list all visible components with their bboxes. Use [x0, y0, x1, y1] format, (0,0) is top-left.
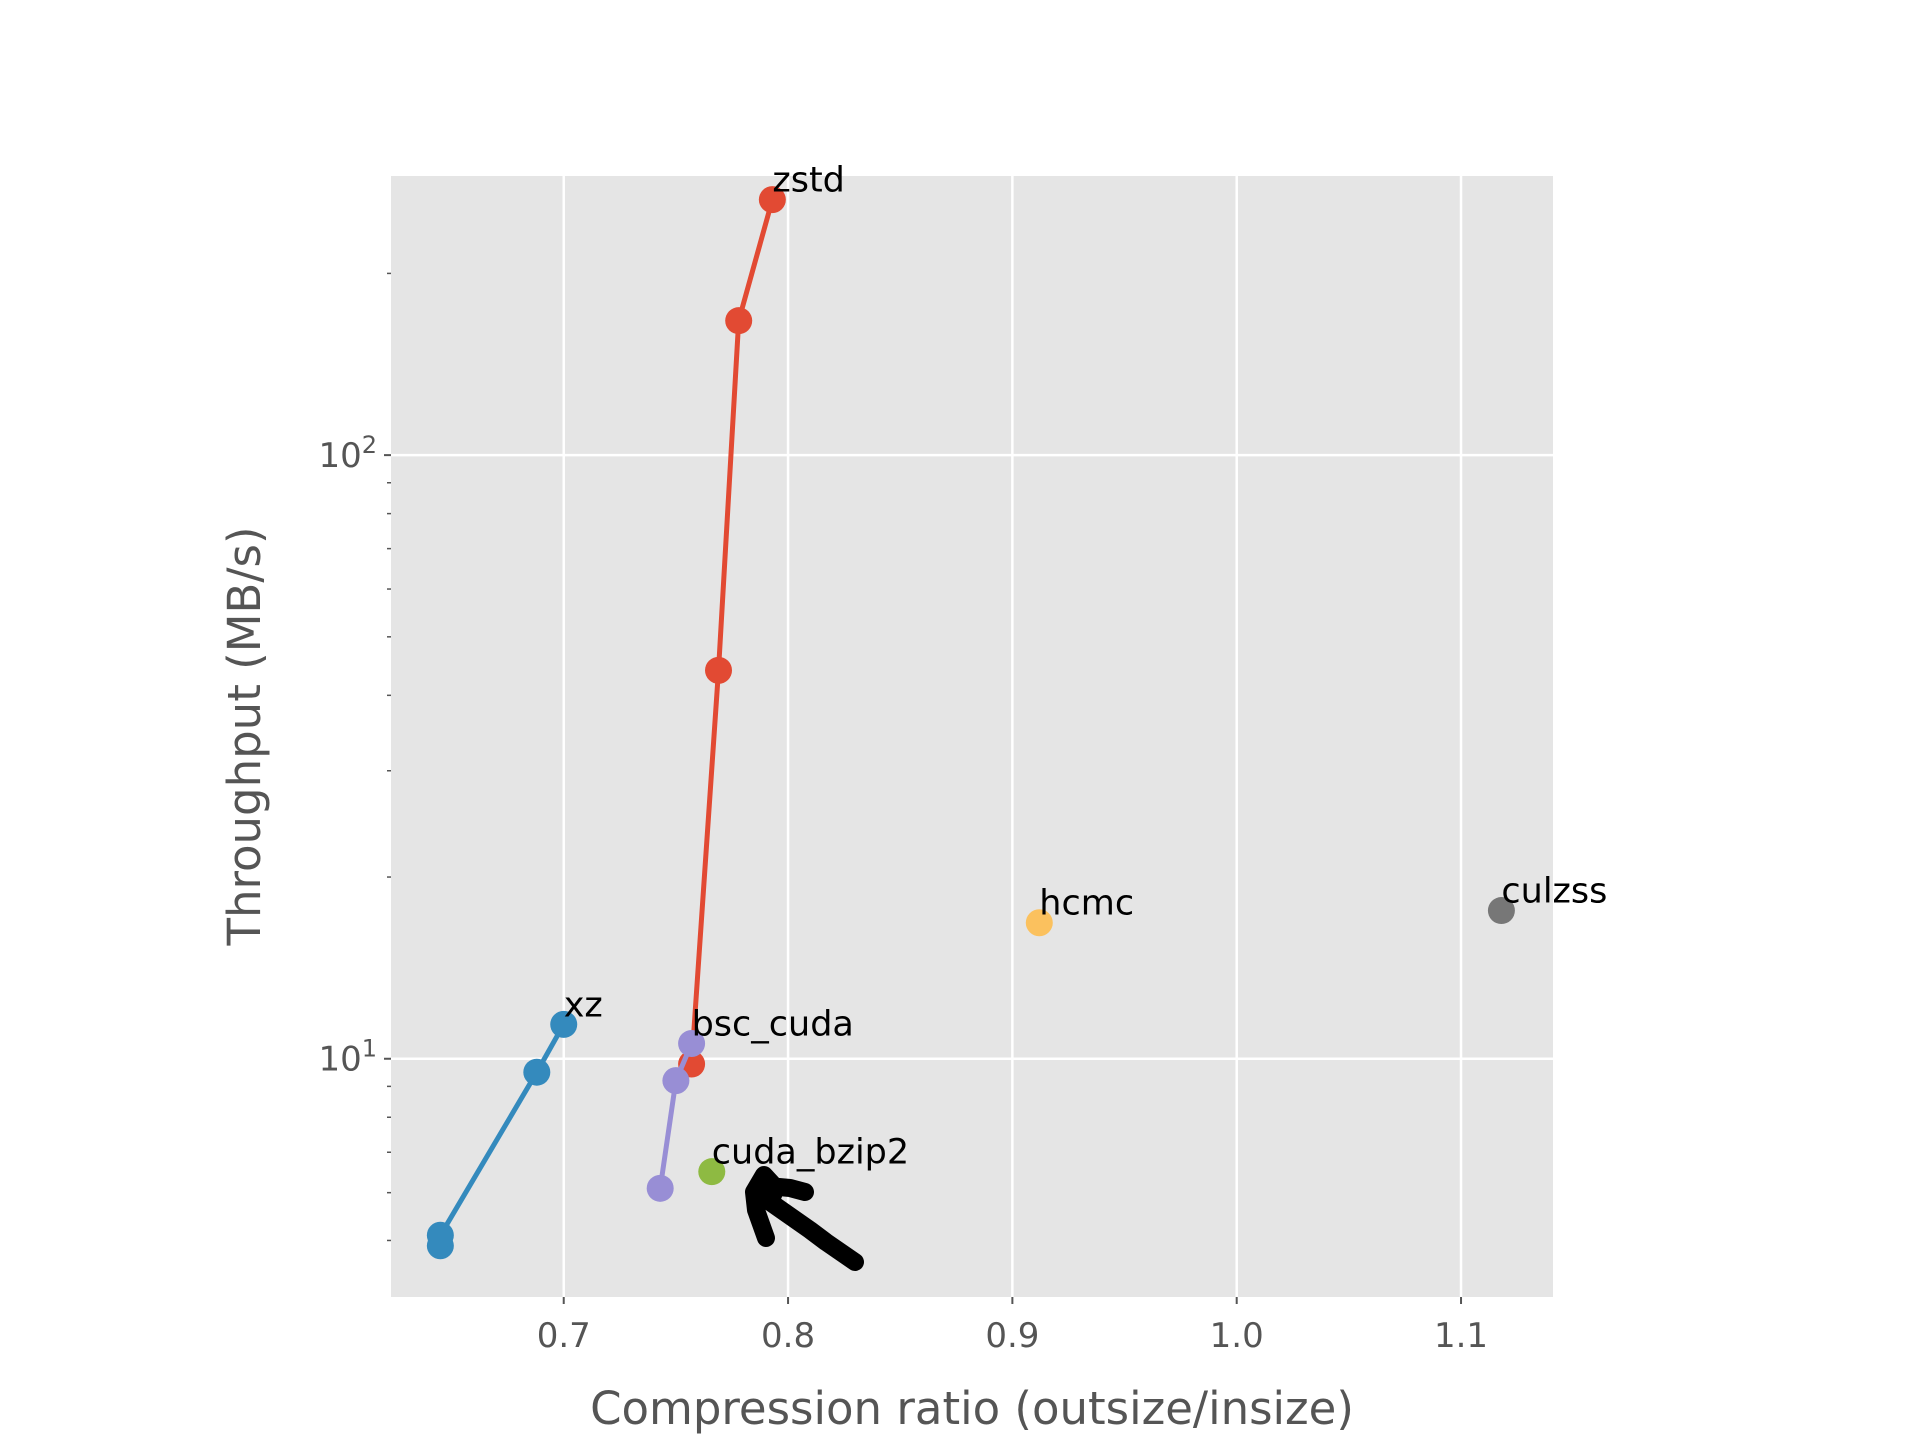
point-label: culzss — [1501, 872, 1607, 912]
series-hcmc — [1025, 909, 1053, 937]
y-axis-label: Throughput (MB/s) — [218, 526, 271, 946]
series-bsc_cuda — [646, 1029, 706, 1202]
x-tick-label: 0.7 — [537, 1316, 591, 1356]
series-zstd — [678, 186, 786, 1078]
x-tick-label: 1.0 — [1210, 1316, 1264, 1356]
data-point — [662, 1067, 690, 1095]
y-tick-label: 102 — [318, 431, 377, 476]
point-label: hcmc — [1039, 884, 1134, 924]
data-point — [550, 1010, 578, 1038]
data-point — [646, 1174, 674, 1202]
x-tick-label: 0.8 — [761, 1316, 815, 1356]
data-point — [523, 1058, 551, 1086]
x-tick-label: 1.1 — [1434, 1316, 1488, 1356]
axis-ticks: 0.7 0.8 0.9 1.0 1.1 101 102 — [318, 272, 1488, 1356]
data-point — [705, 656, 733, 684]
x-tick-label: 0.9 — [985, 1316, 1039, 1356]
data-point — [1025, 909, 1053, 937]
point-label: xz — [564, 985, 603, 1025]
data-point — [1487, 897, 1515, 925]
grid-lines — [391, 176, 1553, 1297]
data-point — [698, 1158, 726, 1186]
series-line — [689, 198, 775, 1065]
series-culzss — [1487, 897, 1515, 925]
plot-background — [391, 176, 1553, 1297]
data-point — [758, 186, 786, 214]
data-point — [426, 1221, 454, 1249]
point-label: bsc_cuda — [692, 1004, 854, 1044]
annotation-layer: xz zstd bsc_cuda cuda_bzip2 hcmc culzss — [564, 161, 1608, 1173]
point-label: cuda_bzip2 — [712, 1133, 909, 1173]
data-point — [678, 1029, 706, 1057]
point-label: zstd — [772, 161, 845, 201]
hand-drawn-arrow — [745, 1166, 864, 1271]
data-point — [725, 307, 753, 335]
y-tick-label: 101 — [318, 1035, 377, 1080]
series-layer — [426, 186, 1515, 1260]
series-xz — [426, 1010, 578, 1260]
x-axis-label: Compression ratio (outsize/insize) — [590, 1382, 1354, 1435]
series-cuda_bzip2 — [698, 1158, 726, 1186]
